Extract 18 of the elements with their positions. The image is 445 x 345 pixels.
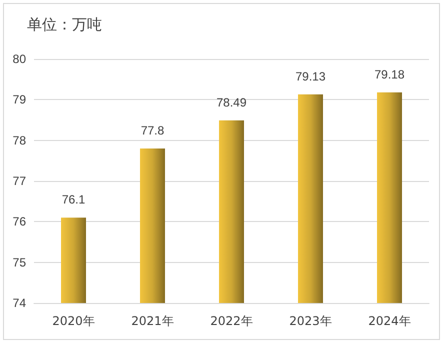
y-tick-label: 76	[12, 214, 26, 229]
y-tick-label: 74	[12, 296, 26, 310]
x-tick-label: 2022年	[210, 314, 253, 328]
y-tick-label: 77	[12, 174, 26, 188]
data-label: 78.49	[216, 95, 247, 110]
data-label: 79.18	[374, 67, 405, 82]
y-tick-label: 78	[12, 133, 26, 148]
y-tick-label: 79	[12, 92, 26, 107]
y-tick-label: 75	[12, 255, 26, 270]
data-label: 79.13	[295, 69, 326, 84]
y-tick-label: 80	[12, 52, 26, 66]
data-label: 77.8	[140, 123, 164, 138]
x-tick-label: 2023年	[289, 314, 332, 328]
chart-title: 单位：万吨	[27, 16, 102, 34]
data-label: 76.1	[62, 192, 86, 207]
x-tick-label: 2024年	[368, 314, 411, 328]
x-tick-label: 2021年	[131, 314, 174, 328]
x-tick-label: 2020年	[52, 314, 95, 328]
